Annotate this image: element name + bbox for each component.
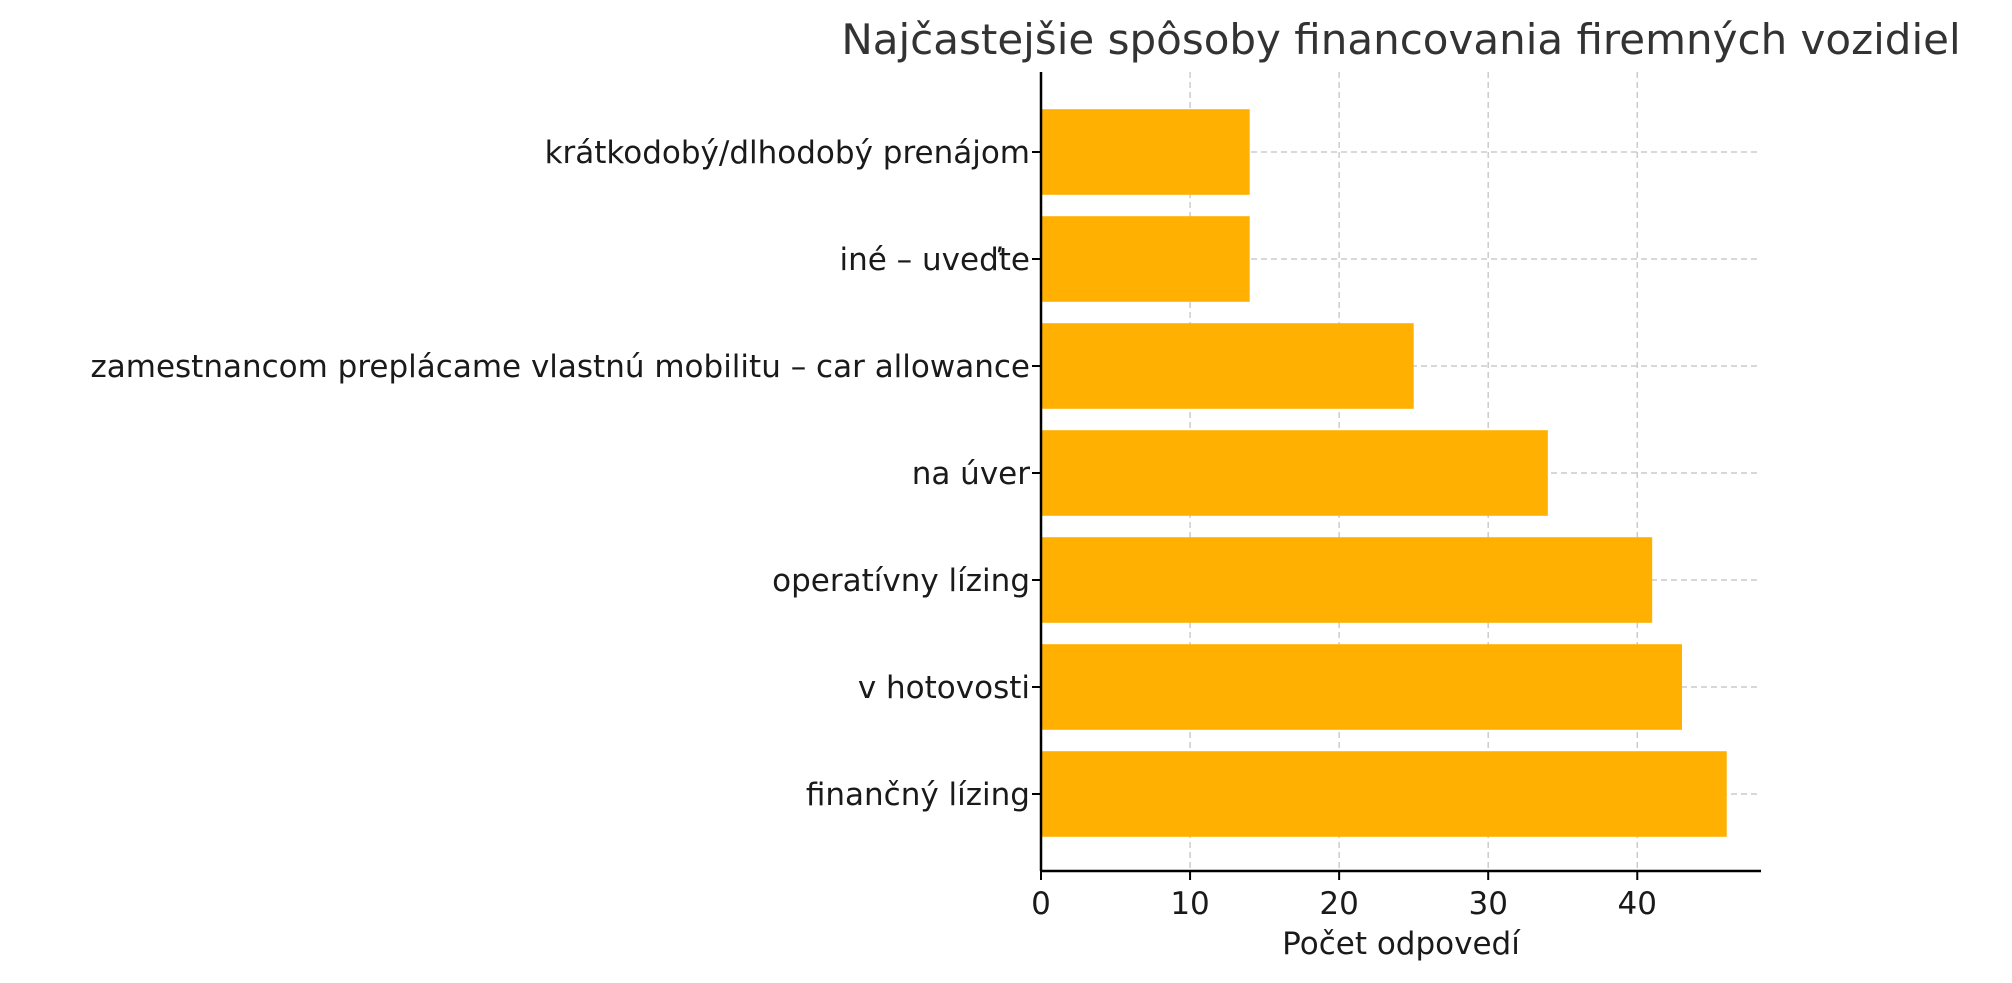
bar: [1041, 430, 1548, 516]
x-tick-label: 0: [1031, 886, 1051, 922]
chart-title: Najčastejšie spôsoby financovania firemn…: [841, 15, 1960, 64]
ticks: 0 10 20 30 40 finančný lízing v hotovosti opera…: [90, 135, 1657, 922]
bar: [1041, 644, 1682, 730]
axes: [1039, 72, 1761, 873]
bar: [1041, 537, 1653, 623]
bar: [1041, 751, 1727, 837]
x-tick-label: 40: [1618, 886, 1657, 922]
bar: [1041, 216, 1250, 302]
x-tick-label: 10: [1170, 886, 1209, 922]
bar: [1041, 323, 1414, 409]
category-label: v hotovosti: [858, 670, 1030, 706]
x-axis-label: Počet odpovedí: [1282, 926, 1521, 962]
category-label: na úver: [912, 456, 1031, 492]
x-tick-label: 20: [1319, 886, 1358, 922]
category-label: operatívny lízing: [772, 563, 1030, 599]
bar: [1041, 109, 1250, 195]
bars: [1041, 109, 1727, 837]
category-label: finančný lízing: [806, 777, 1030, 813]
category-label: zamestnancom preplácame vlastnú mobilitu…: [90, 349, 1030, 385]
category-label: krátkodobý/dlhodobý prenájom: [545, 135, 1030, 171]
category-label: iné – uveďte: [839, 242, 1030, 278]
x-tick-label: 30: [1468, 886, 1507, 922]
